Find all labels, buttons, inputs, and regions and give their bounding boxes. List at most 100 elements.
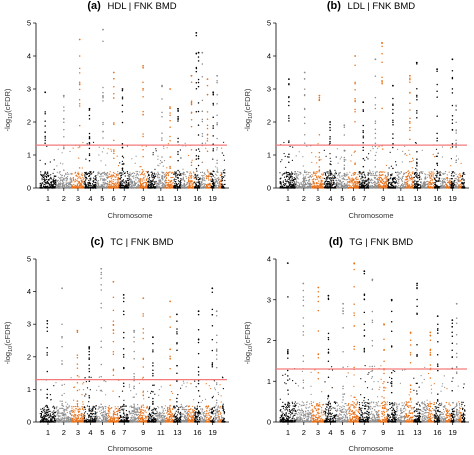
- snp-point: [52, 180, 54, 182]
- snp-point: [189, 171, 191, 173]
- snp-point: [210, 185, 213, 187]
- snp-point: [141, 180, 144, 182]
- snp-point: [164, 181, 166, 183]
- snp-point: [139, 166, 141, 168]
- snp-point: [202, 178, 204, 181]
- snp-point: [404, 179, 406, 181]
- snp-point: [156, 187, 158, 189]
- snp-point: [316, 162, 318, 164]
- snp-point: [116, 182, 118, 184]
- snp-point: [359, 173, 361, 175]
- snp-point: [180, 157, 182, 159]
- snp-point: [299, 171, 302, 173]
- snp-point: [161, 161, 163, 163]
- snp-point: [192, 182, 194, 185]
- snp-point: [161, 177, 163, 180]
- snp-point: [174, 187, 176, 189]
- snp-point: [57, 180, 59, 182]
- snp-point: [132, 181, 134, 183]
- snp-point: [311, 161, 313, 163]
- snp-point: [400, 171, 402, 173]
- snp-point: [109, 187, 111, 189]
- snp-point: [63, 169, 65, 171]
- snp-point: [340, 187, 342, 189]
- snp-point: [79, 175, 81, 177]
- snp-point: [142, 155, 144, 158]
- snp-point: [221, 187, 223, 189]
- snp-point: [53, 175, 55, 177]
- snp-point: [54, 180, 56, 182]
- snp-point: [77, 171, 79, 173]
- snp-point: [101, 151, 103, 153]
- snp-point: [288, 172, 290, 174]
- snp-point: [134, 184, 137, 186]
- snp-point: [39, 159, 41, 161]
- snp-point: [163, 160, 166, 162]
- snp-point: [387, 180, 389, 182]
- snp-point: [360, 178, 362, 180]
- snp-point: [172, 176, 174, 178]
- snp-point: [204, 180, 206, 182]
- snp-point: [124, 175, 126, 177]
- snp-point: [393, 185, 395, 187]
- snp-point: [392, 177, 394, 179]
- snp-point: [194, 177, 196, 179]
- snp-point: [302, 177, 304, 180]
- snp-point: [401, 183, 404, 185]
- snp-point: [314, 179, 316, 181]
- snp-point: [279, 187, 281, 189]
- snp-point: [42, 175, 44, 177]
- snp-point: [93, 179, 95, 182]
- snp-point: [224, 172, 226, 174]
- snp-point: [142, 148, 144, 151]
- snp-point: [46, 186, 48, 188]
- snp-point: [310, 176, 312, 178]
- snp-point: [87, 185, 89, 188]
- snp-point: [303, 182, 305, 184]
- snp-point: [360, 184, 362, 186]
- snp-point: [84, 182, 86, 184]
- snp-point: [329, 178, 331, 180]
- snp-point: [47, 175, 50, 178]
- snp-point: [159, 163, 161, 165]
- snp-point: [302, 165, 304, 167]
- snp-point: [344, 175, 347, 177]
- snp-point: [88, 179, 90, 182]
- snp-point: [82, 141, 84, 144]
- snp-point: [203, 185, 205, 187]
- snp-point: [97, 180, 100, 182]
- snp-point: [43, 173, 45, 176]
- snp-point: [372, 171, 374, 173]
- snp-point: [375, 182, 377, 184]
- snp-point: [295, 155, 297, 157]
- snp-point: [199, 181, 201, 183]
- snp-point: [113, 97, 115, 99]
- snp-point: [322, 177, 324, 179]
- snp-point: [145, 145, 147, 147]
- y-tick-label: 2: [267, 118, 271, 127]
- snp-point: [379, 185, 381, 187]
- snp-point: [160, 182, 162, 184]
- snp-point: [384, 174, 387, 176]
- snp-point: [344, 187, 346, 189]
- snp-point: [163, 184, 165, 186]
- snp-point: [293, 177, 295, 179]
- snp-point: [394, 178, 396, 180]
- snp-point: [216, 167, 218, 169]
- snp-point: [347, 178, 349, 181]
- x-tick-label: 3: [76, 194, 80, 203]
- snp-point: [397, 148, 399, 150]
- snp-point: [63, 121, 65, 124]
- peak-point: [161, 84, 163, 87]
- snp-point: [132, 172, 134, 175]
- snp-point: [199, 187, 202, 189]
- x-tick-label: 16: [193, 194, 201, 203]
- peak-point: [177, 107, 179, 110]
- snp-point: [189, 183, 191, 185]
- snp-point: [217, 179, 220, 181]
- snp-point: [342, 186, 344, 188]
- snp-point: [190, 125, 193, 128]
- snp-point: [385, 181, 387, 183]
- snp-point: [302, 174, 304, 176]
- snp-point: [140, 184, 142, 186]
